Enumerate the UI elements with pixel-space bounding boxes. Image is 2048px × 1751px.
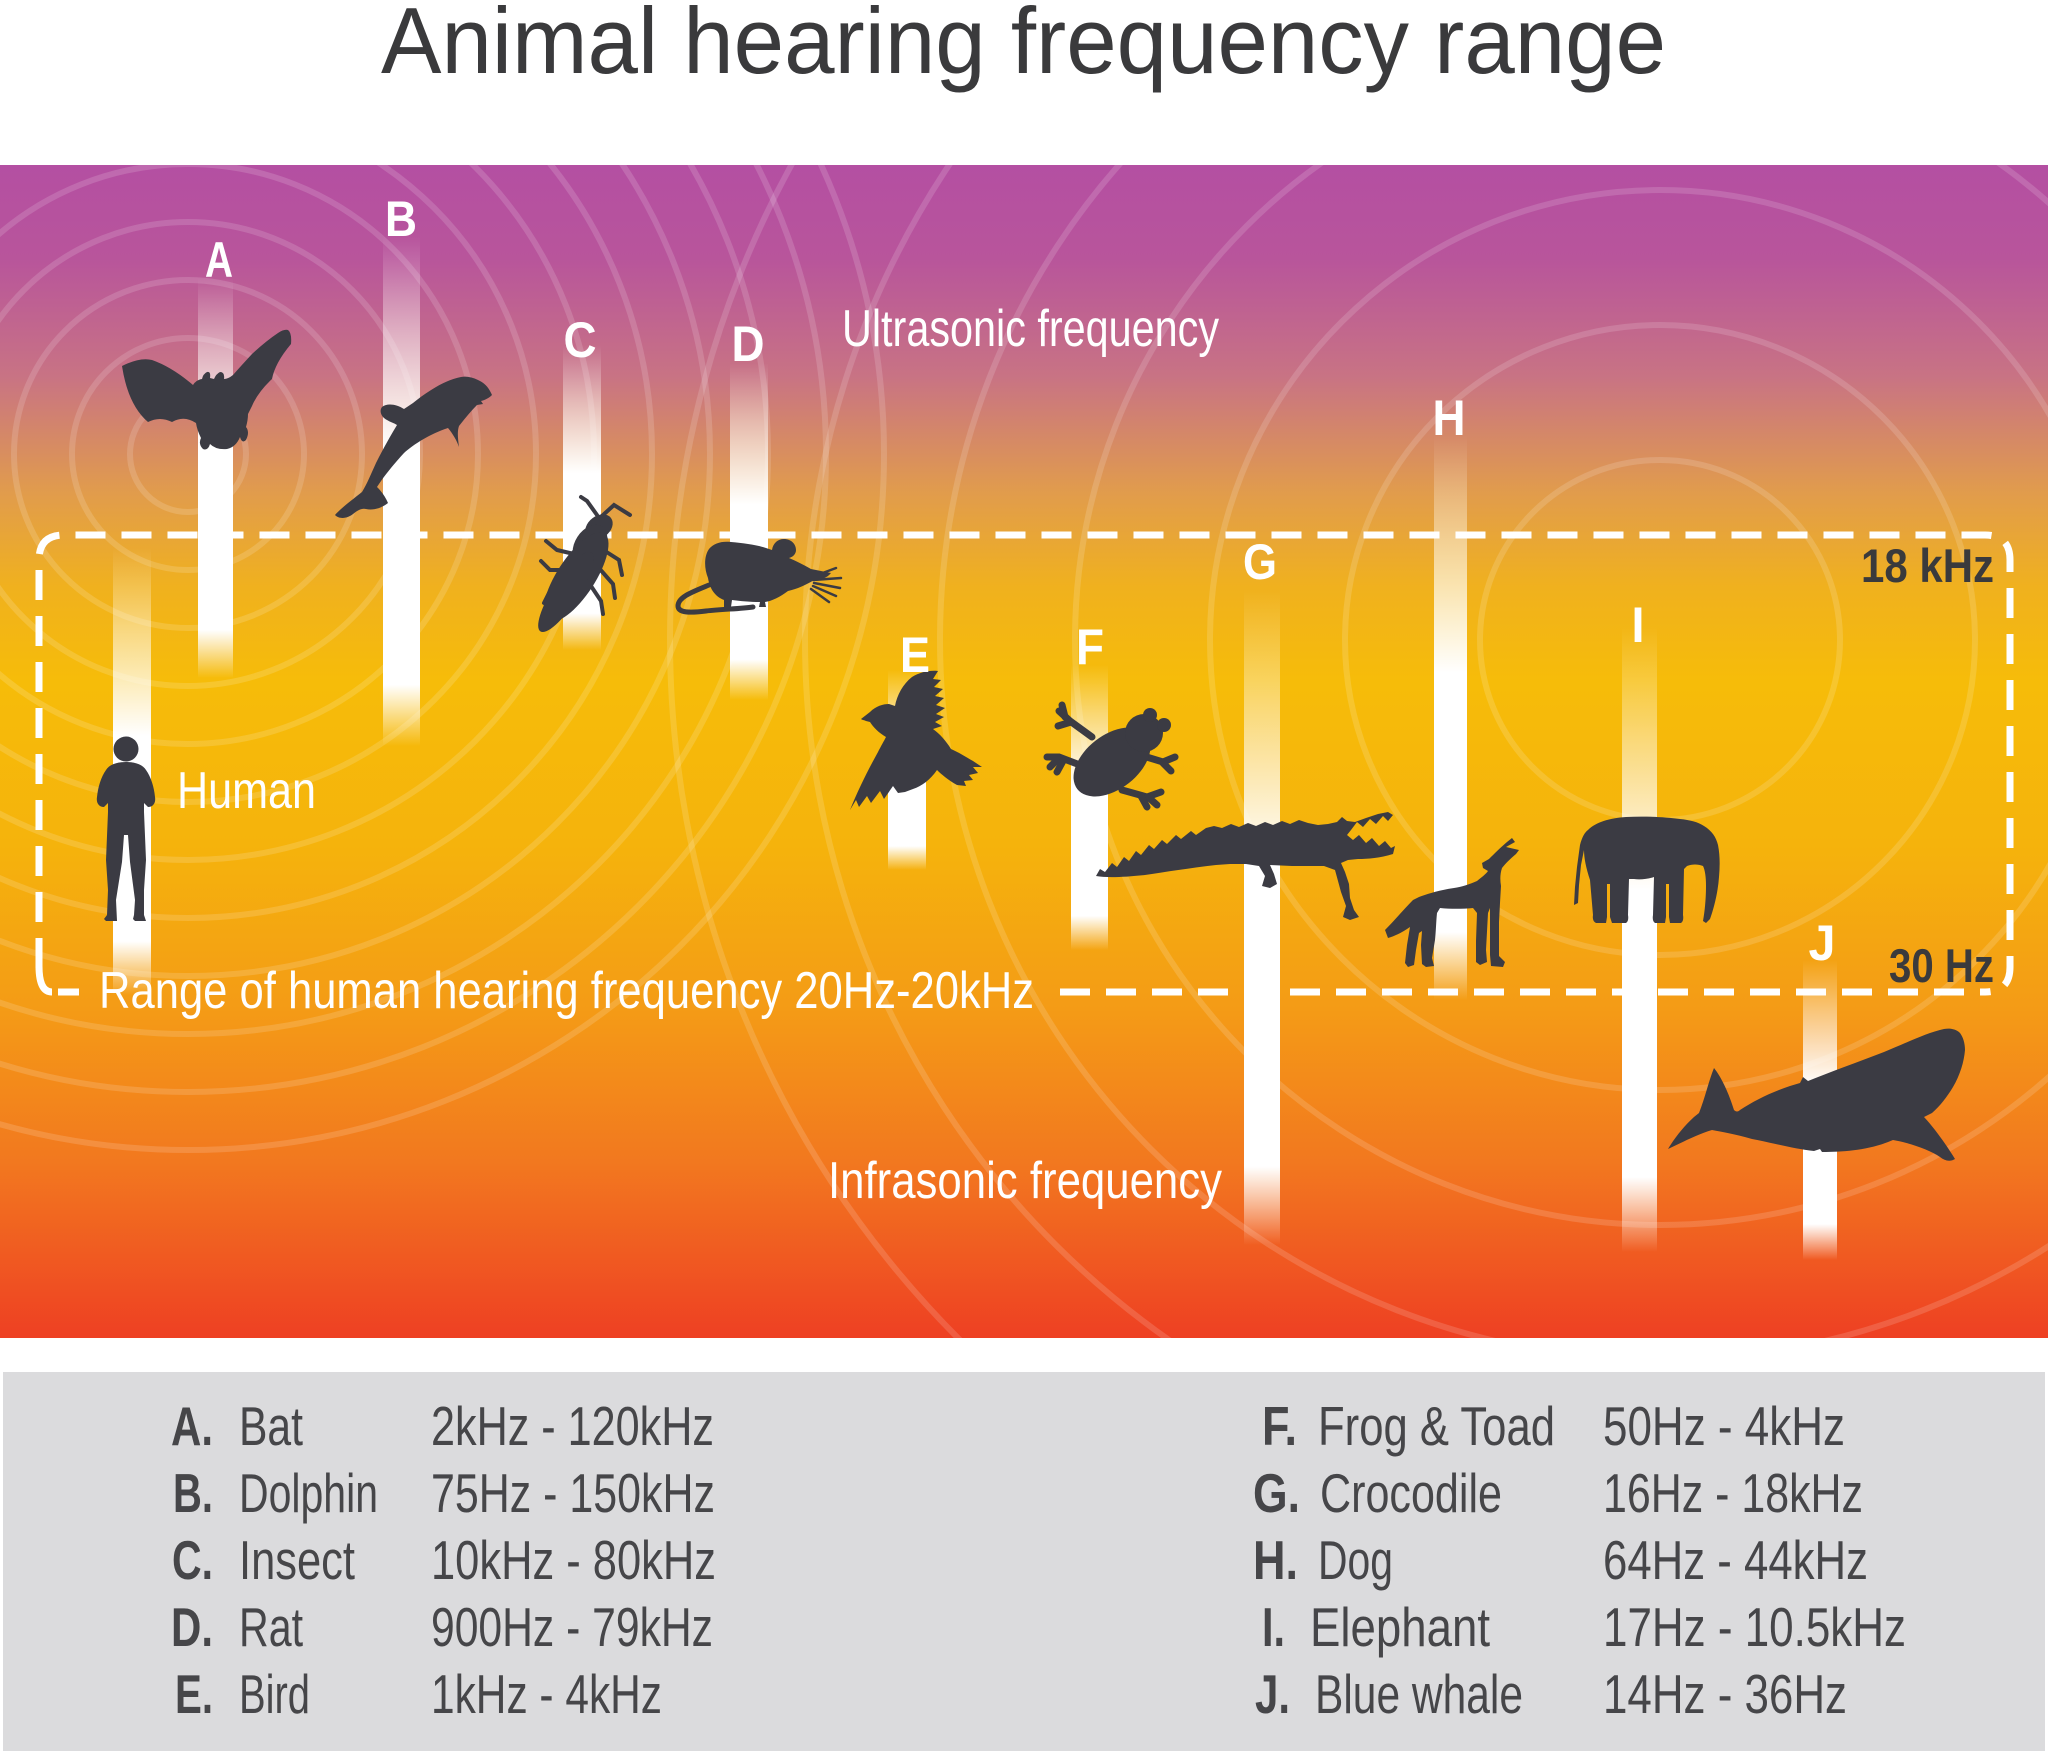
svg-text:H: H	[1433, 390, 1466, 446]
svg-text:I.: I.	[1262, 1596, 1285, 1658]
svg-text:J.: J.	[1255, 1663, 1290, 1725]
svg-text:18 kHz: 18 kHz	[1861, 539, 1994, 592]
svg-text:Blue whale: Blue whale	[1315, 1663, 1523, 1725]
svg-text:Dolphin: Dolphin	[239, 1462, 378, 1524]
svg-text:2kHz - 120kHz: 2kHz - 120kHz	[431, 1395, 714, 1457]
svg-text:B: B	[385, 191, 417, 247]
svg-text:Bird: Bird	[239, 1663, 310, 1725]
svg-text:75Hz - 150kHz: 75Hz - 150kHz	[431, 1462, 715, 1524]
svg-text:Human: Human	[177, 762, 316, 820]
svg-text:17Hz - 10.5kHz: 17Hz - 10.5kHz	[1603, 1596, 1906, 1658]
svg-text:Ultrasonic frequency: Ultrasonic frequency	[842, 300, 1219, 358]
svg-text:Crocodile: Crocodile	[1320, 1462, 1502, 1524]
svg-text:G: G	[1243, 534, 1277, 590]
svg-text:1kHz - 4kHz: 1kHz - 4kHz	[431, 1663, 662, 1725]
svg-text:Animal hearing frequency range: Animal hearing frequency range	[381, 0, 1666, 93]
svg-text:A.: A.	[171, 1395, 213, 1457]
svg-text:30 Hz: 30 Hz	[1889, 939, 1994, 992]
svg-text:D.: D.	[171, 1596, 213, 1658]
svg-text:14Hz - 36Hz: 14Hz - 36Hz	[1603, 1663, 1847, 1725]
svg-text:F.: F.	[1262, 1395, 1297, 1457]
svg-text:Bat: Bat	[239, 1395, 303, 1457]
svg-text:Range of human hearing frequen: Range of human hearing frequency 20Hz-20…	[99, 962, 1034, 1020]
svg-text:50Hz - 4kHz: 50Hz - 4kHz	[1603, 1395, 1845, 1457]
svg-text:E: E	[900, 627, 930, 683]
svg-text:10kHz - 80kHz: 10kHz - 80kHz	[431, 1529, 716, 1591]
svg-text:J: J	[1809, 915, 1836, 971]
svg-text:D: D	[732, 316, 765, 372]
svg-text:G.: G.	[1253, 1462, 1300, 1524]
svg-text:H.: H.	[1253, 1529, 1298, 1591]
svg-text:F: F	[1076, 619, 1104, 675]
svg-text:Insect: Insect	[239, 1529, 355, 1591]
svg-text:Rat: Rat	[239, 1596, 303, 1658]
svg-text:E.: E.	[175, 1663, 213, 1725]
svg-text:64Hz - 44kHz: 64Hz - 44kHz	[1603, 1529, 1868, 1591]
svg-text:Infrasonic frequency: Infrasonic frequency	[828, 1152, 1222, 1210]
svg-text:900Hz - 79kHz: 900Hz - 79kHz	[431, 1596, 713, 1658]
svg-text:Elephant: Elephant	[1310, 1596, 1490, 1658]
svg-text:A: A	[205, 232, 233, 288]
svg-text:16Hz - 18kHz: 16Hz - 18kHz	[1603, 1462, 1863, 1524]
svg-text:Frog & Toad: Frog & Toad	[1318, 1395, 1555, 1457]
svg-text:C.: C.	[172, 1529, 213, 1591]
svg-text:Dog: Dog	[1318, 1529, 1393, 1591]
svg-text:I: I	[1632, 597, 1645, 653]
svg-text:B.: B.	[173, 1462, 213, 1524]
svg-text:C: C	[564, 312, 597, 368]
